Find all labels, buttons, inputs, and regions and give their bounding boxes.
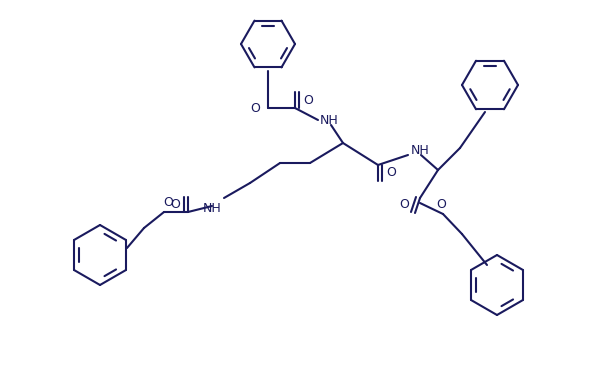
Text: O: O	[170, 197, 180, 211]
Text: NH: NH	[203, 202, 222, 214]
Text: O: O	[163, 195, 173, 209]
Text: NH: NH	[411, 144, 430, 156]
Text: NH: NH	[320, 113, 339, 127]
Text: O: O	[436, 197, 446, 211]
Text: O: O	[386, 166, 396, 180]
Text: O: O	[250, 101, 260, 115]
Text: O: O	[303, 94, 313, 106]
Text: O: O	[399, 199, 409, 212]
